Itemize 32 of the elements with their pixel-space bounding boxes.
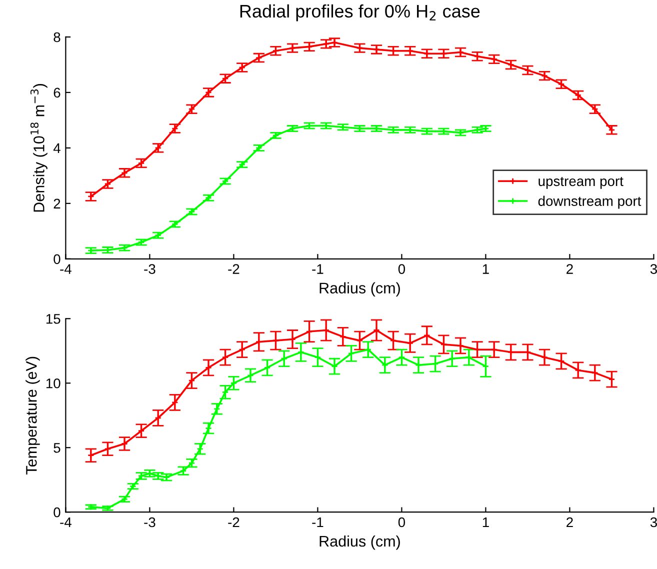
x-tick-label: 3 (650, 264, 657, 274)
x-tick-label: 3 (650, 517, 657, 528)
legend-label: downstream port (538, 196, 642, 209)
y-tick-label: 6 (54, 88, 60, 98)
legend-label: upstream port (538, 176, 624, 189)
y-tick-label: 2 (54, 198, 60, 208)
y-tick-label: 8 (54, 32, 60, 42)
x-tick-label: -2 (228, 264, 240, 274)
y-tick-label: 5 (54, 443, 60, 453)
y-axis-title: Density (10$^{18}$ m$^{−3}$) (30, 84, 48, 212)
x-tick-label: -3 (144, 517, 156, 528)
x-tick-label: 1 (482, 517, 489, 528)
x-axis-title: Radius (cm) (320, 535, 400, 550)
x-tick-label: -2 (228, 517, 240, 528)
x-tick-label: -4 (60, 264, 72, 274)
x-tick-label: -3 (144, 264, 156, 274)
x-tick-label: 2 (566, 264, 573, 274)
y-tick-label: 0 (54, 254, 60, 264)
y-tick-label: 4 (53, 143, 60, 153)
x-axis-title: Radius (cm) (320, 282, 400, 296)
x-tick-label: 1 (482, 264, 489, 274)
y-tick-label: 10 (46, 378, 60, 388)
x-tick-label: 2 (566, 517, 573, 528)
y-tick-label: 0 (54, 507, 60, 518)
y-axis-title: Temperature (eV) (26, 356, 40, 474)
chart-title: Radial profiles for 0% H$_{2}$ case (240, 4, 480, 22)
x-tick-label: 0 (398, 264, 406, 274)
x-tick-label: -1 (312, 517, 324, 528)
y-tick-label: 15 (46, 314, 60, 324)
x-tick-label: -4 (60, 517, 72, 528)
x-tick-label: 0 (398, 517, 406, 528)
x-tick-label: -1 (312, 264, 324, 274)
